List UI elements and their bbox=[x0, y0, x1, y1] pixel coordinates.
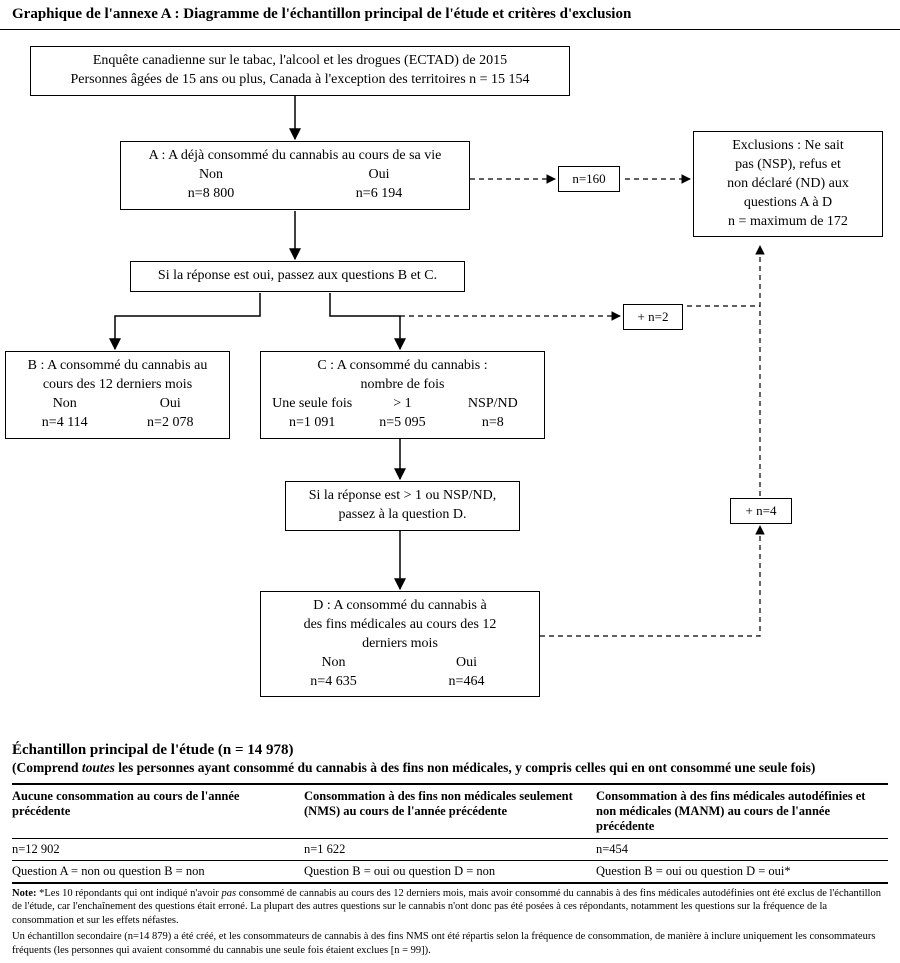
note-p1-pre: *Les 10 répondants qui ont indiqué n'avo… bbox=[39, 888, 221, 899]
d-label-oui: Oui bbox=[400, 654, 533, 673]
b-label-oui: Oui bbox=[118, 395, 224, 414]
question-d-l3: derniers mois bbox=[267, 635, 533, 654]
a-count-oui: n=6 194 bbox=[295, 185, 463, 204]
node-survey-root: Enquête canadienne sur le tabac, l'alcoo… bbox=[30, 46, 570, 96]
b-count-oui: n=2 078 bbox=[118, 414, 224, 433]
a-label-non: Non bbox=[127, 166, 295, 185]
node-transition-d: Si la réponse est > 1 ou NSP/ND, passez … bbox=[285, 481, 520, 531]
d-count-oui: n=464 bbox=[400, 673, 533, 692]
exclusions-l5: n = maximum de 172 bbox=[700, 213, 876, 232]
transition-d-l1: Si la réponse est > 1 ou NSP/ND, bbox=[292, 487, 513, 506]
link-plus-n4-label: + n=4 bbox=[746, 503, 777, 518]
flowchart-diagram: Enquête canadienne sur le tabac, l'alcoo… bbox=[0, 36, 900, 736]
link-n160-label: n=160 bbox=[572, 171, 605, 186]
exclusions-l3: non déclaré (ND) aux bbox=[700, 175, 876, 194]
footnote-1: Note: *Les 10 répondants qui ont indiqué… bbox=[0, 884, 900, 928]
sample-title: Échantillon principal de l'étude (n = 14… bbox=[0, 742, 900, 759]
question-d-l2: des fins médicales au cours des 12 bbox=[267, 616, 533, 635]
node-question-d: D : A consommé du cannabis à des fins mé… bbox=[260, 591, 540, 697]
c-col3-label: NSP/ND bbox=[448, 395, 538, 414]
question-b-title: B : A consommé du cannabis au cours des … bbox=[12, 357, 223, 395]
footnote-2: Un échantillon secondaire (n=14 879) a é… bbox=[0, 927, 900, 957]
sample-sub-pre: (Comprend bbox=[12, 760, 82, 775]
link-plus-n4: + n=4 bbox=[730, 498, 792, 524]
c-col2-n: n=5 095 bbox=[357, 414, 447, 433]
exclusions-l1: Exclusions : Ne sait bbox=[700, 137, 876, 156]
c-col3-n: n=8 bbox=[448, 414, 538, 433]
page-title: Graphique de l'annexe A : Diagramme de l… bbox=[0, 0, 900, 30]
a-label-oui: Oui bbox=[295, 166, 463, 185]
note-p1-italic: pas bbox=[222, 888, 237, 899]
col2-rule: Question B = oui ou question D = non bbox=[304, 860, 596, 883]
col1-rule: Question A = non ou question B = non bbox=[12, 860, 304, 883]
exclusions-l4: questions A à D bbox=[700, 194, 876, 213]
link-n160: n=160 bbox=[558, 166, 620, 192]
node-transition-bc: Si la réponse est oui, passez aux questi… bbox=[130, 261, 465, 292]
col2-header: Consommation à des fins non médicales se… bbox=[304, 784, 596, 839]
sample-sub-post: les personnes ayant consommé du cannabis… bbox=[115, 760, 816, 775]
a-count-non: n=8 800 bbox=[127, 185, 295, 204]
node-exclusions: Exclusions : Ne sait pas (NSP), refus et… bbox=[693, 131, 883, 237]
b-label-non: Non bbox=[12, 395, 118, 414]
survey-line1: Enquête canadienne sur le tabac, l'alcoo… bbox=[37, 52, 563, 71]
note-label: Note: bbox=[12, 888, 39, 899]
transition-bc-text: Si la réponse est oui, passez aux questi… bbox=[158, 268, 437, 283]
question-c-title-l1: C : A consommé du cannabis : bbox=[267, 357, 538, 376]
node-question-b: B : A consommé du cannabis au cours des … bbox=[5, 351, 230, 439]
link-plus-n2-label: + n=2 bbox=[638, 309, 669, 324]
question-d-l1: D : A consommé du cannabis à bbox=[267, 597, 533, 616]
sample-subtitle: (Comprend toutes les personnes ayant con… bbox=[0, 759, 900, 777]
col1-n: n=12 902 bbox=[12, 838, 304, 860]
d-label-non: Non bbox=[267, 654, 400, 673]
col3-header: Consommation à des fins médicales autodé… bbox=[596, 784, 888, 839]
transition-d-l2: passez à la question D. bbox=[292, 506, 513, 525]
c-col1-n: n=1 091 bbox=[267, 414, 357, 433]
node-question-a: A : A déjà consommé du cannabis au cours… bbox=[120, 141, 470, 210]
d-count-non: n=4 635 bbox=[267, 673, 400, 692]
question-a-title: A : A déjà consommé du cannabis au cours… bbox=[127, 147, 463, 166]
col1-header: Aucune consommation au cours de l'année … bbox=[12, 784, 304, 839]
survey-line2: Personnes âgées de 15 ans ou plus, Canad… bbox=[37, 71, 563, 90]
exclusions-l2: pas (NSP), refus et bbox=[700, 156, 876, 175]
sample-table: Aucune consommation au cours de l'année … bbox=[12, 783, 888, 884]
c-col1-label: Une seule fois bbox=[267, 395, 357, 414]
node-question-c: C : A consommé du cannabis : nombre de f… bbox=[260, 351, 545, 439]
col3-n: n=454 bbox=[596, 838, 888, 860]
b-count-non: n=4 114 bbox=[12, 414, 118, 433]
question-c-title-l2: nombre de fois bbox=[267, 376, 538, 395]
sample-sub-italic: toutes bbox=[82, 760, 115, 775]
col2-n: n=1 622 bbox=[304, 838, 596, 860]
c-col2-label: > 1 bbox=[357, 395, 447, 414]
link-plus-n2: + n=2 bbox=[623, 304, 683, 330]
col3-rule: Question B = oui ou question D = oui* bbox=[596, 860, 888, 883]
